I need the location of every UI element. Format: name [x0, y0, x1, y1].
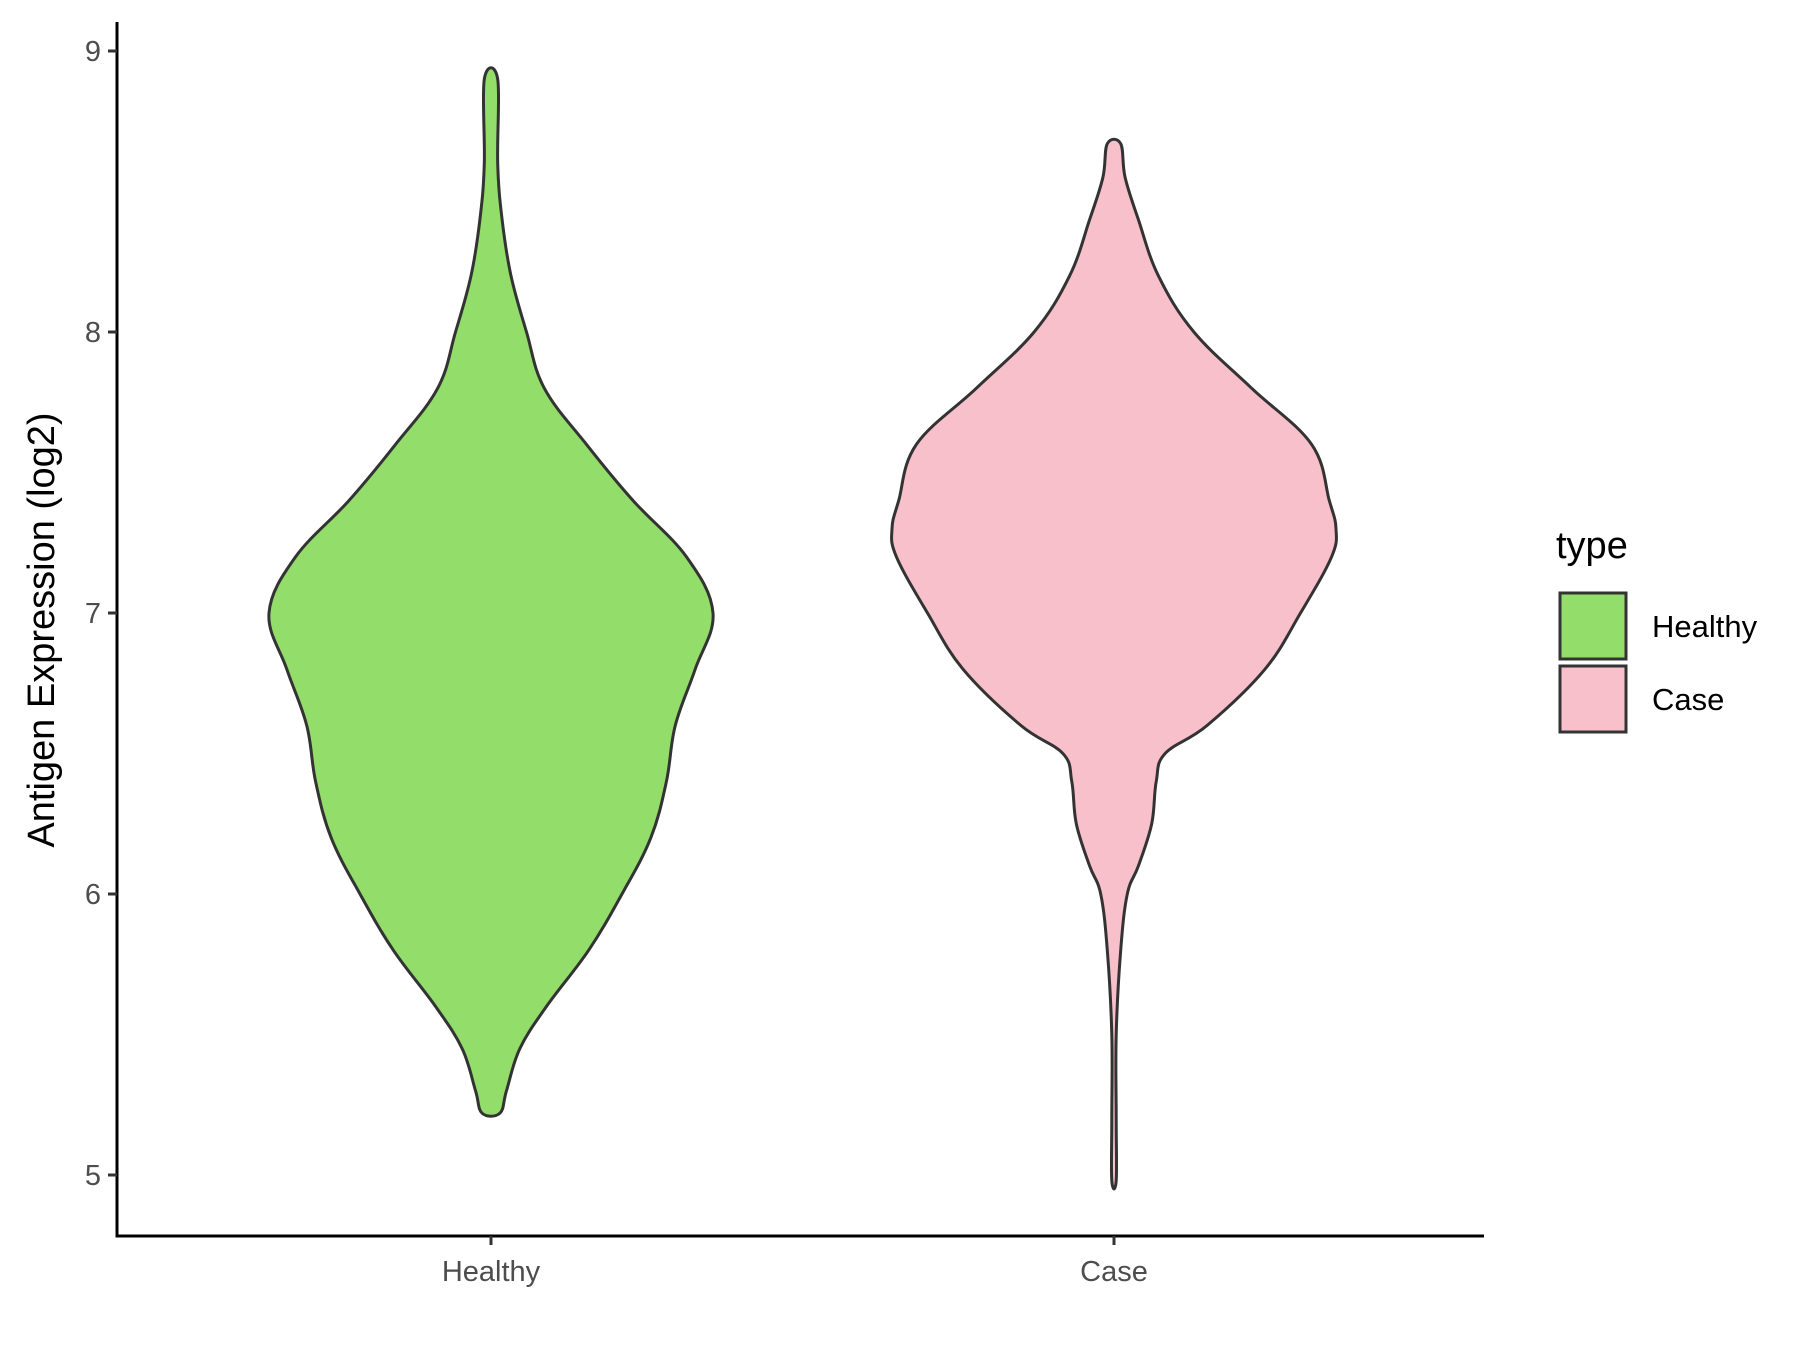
legend-label-healthy: Healthy: [1652, 609, 1758, 644]
y-tick-label: 6: [85, 879, 101, 911]
x-tick-label-healthy: Healthy: [442, 1256, 541, 1288]
x-tick-label-case: Case: [1080, 1256, 1148, 1288]
legend-title: type: [1556, 525, 1628, 567]
legend-swatch-case: [1558, 664, 1628, 734]
violin-case: [890, 137, 1338, 1191]
legend: type Healthy Case: [1556, 525, 1758, 734]
legend-label-case: Case: [1652, 682, 1724, 717]
plot-area: [267, 66, 1338, 1191]
y-axis-title: Antigen Expression (log2): [21, 412, 63, 847]
y-axis-ticks: 5 6 7 8 9: [85, 36, 117, 1192]
y-tick-label: 9: [85, 36, 101, 68]
y-tick-label: 7: [85, 598, 101, 630]
y-tick-label: 8: [85, 317, 101, 349]
legend-swatch-healthy: [1558, 591, 1628, 661]
y-tick-label: 5: [85, 1160, 101, 1192]
x-axis-ticks: Healthy Case: [442, 1236, 1148, 1288]
violin-healthy: [267, 66, 715, 1118]
